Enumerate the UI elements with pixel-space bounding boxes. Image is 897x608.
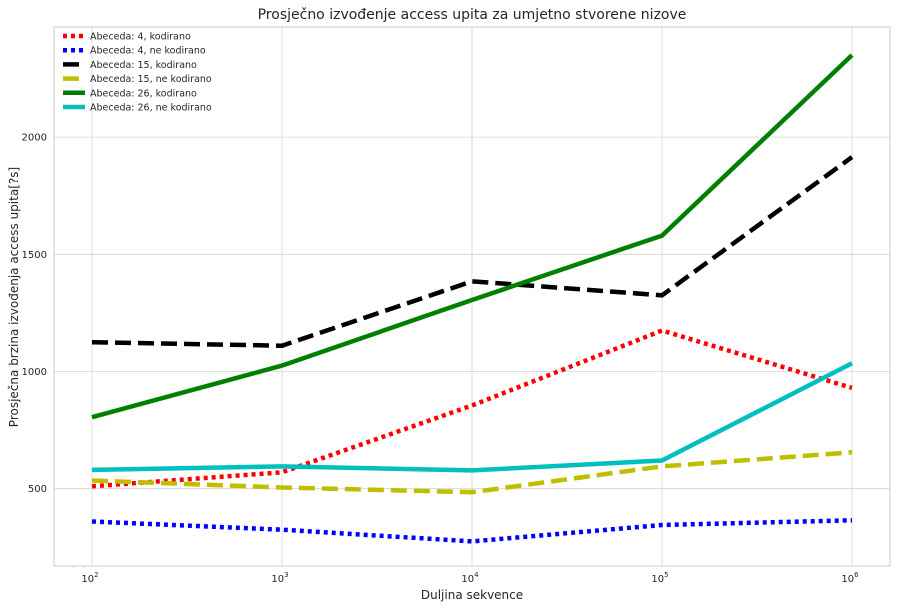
y-axis-title: Prosječna brzina izvođenja access upita[… — [7, 167, 21, 427]
x-tick-label: 106 — [841, 571, 859, 585]
legend-label-5: Abeceda: 26, kodirano — [90, 88, 197, 99]
legend: Abeceda: 4, kodirano Abeceda: 4, ne kodir… — [63, 32, 212, 114]
legend-label-1: Abeceda: 4, kodirano — [90, 32, 191, 43]
series-lines — [91, 53, 854, 544]
series-line-4 — [91, 450, 853, 495]
x-tick-label: 102 — [81, 571, 98, 585]
legend-label-3: Abeceda: 15, kodirano — [90, 60, 197, 71]
axis-ticks: 102 103 104 105 106 500 1000 1500 2000 — [22, 133, 860, 585]
chart-title: Prosječno izvođenje access upita za umje… — [258, 7, 687, 23]
y-tick-label: 1000 — [22, 367, 47, 378]
x-axis-title: Duljina sekvence — [421, 588, 523, 602]
y-tick-label: 2000 — [22, 133, 47, 144]
legend-label-2: Abeceda: 4, ne kodirano — [90, 46, 206, 57]
grid-lines — [54, 27, 890, 566]
legend-label-6: Abeceda: 26, ne kodirano — [90, 103, 212, 114]
x-tick-label: 104 — [461, 571, 479, 585]
series-line-5 — [91, 53, 854, 420]
x-tick-label: 105 — [651, 571, 668, 585]
legend-label-4: Abeceda: 15, ne kodirano — [90, 74, 212, 85]
series-line-6 — [91, 361, 854, 473]
series-line-2 — [91, 518, 853, 544]
series-line-3 — [91, 155, 854, 348]
x-tick-label: 103 — [271, 571, 288, 585]
y-tick-label: 500 — [28, 484, 47, 495]
y-tick-label: 1500 — [22, 250, 47, 261]
